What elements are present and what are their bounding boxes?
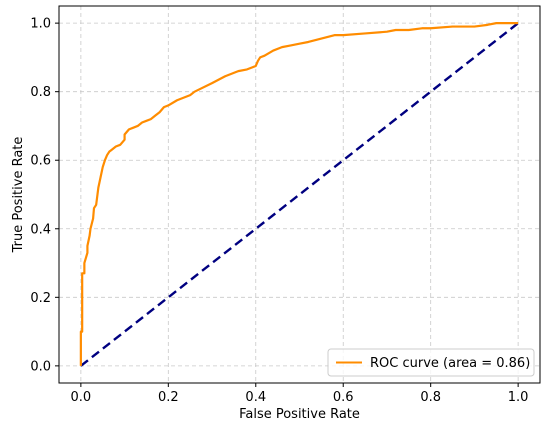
- y-tick-label: 0.4: [30, 222, 51, 237]
- x-tick-label: 0.0: [71, 390, 92, 405]
- legend-label: ROC curve (area = 0.86): [370, 356, 530, 371]
- y-tick-label: 0.0: [30, 359, 51, 374]
- x-tick-label: 1.0: [508, 390, 529, 405]
- y-tick-label: 1.0: [30, 17, 51, 32]
- roc-curve-line: [79, 22, 519, 366]
- x-axis-label: False Positive Rate: [239, 407, 360, 422]
- legend-box: [327, 348, 535, 377]
- y-axis-label: True Positive Rate: [11, 137, 26, 254]
- legend: ROC curve (area = 0.86): [327, 348, 535, 377]
- y-tick-label: 0.2: [30, 291, 51, 306]
- x-tick-label: 0.6: [333, 390, 354, 405]
- axis-ticks: 0.0 0.2 0.4 0.6 0.8 1.0 0.0 0.2 0.4 0.6 0.8 1.0: [30, 17, 528, 405]
- y-tick-label: 0.8: [30, 85, 51, 100]
- diagonal-reference-line: [80, 22, 519, 367]
- x-tick-label: 0.4: [245, 390, 266, 405]
- x-tick-label: 0.8: [420, 390, 441, 405]
- y-tick-label: 0.6: [30, 154, 51, 169]
- plot-series: [79, 22, 519, 367]
- x-tick-label: 0.2: [158, 390, 179, 405]
- plot-frame: [58, 5, 541, 384]
